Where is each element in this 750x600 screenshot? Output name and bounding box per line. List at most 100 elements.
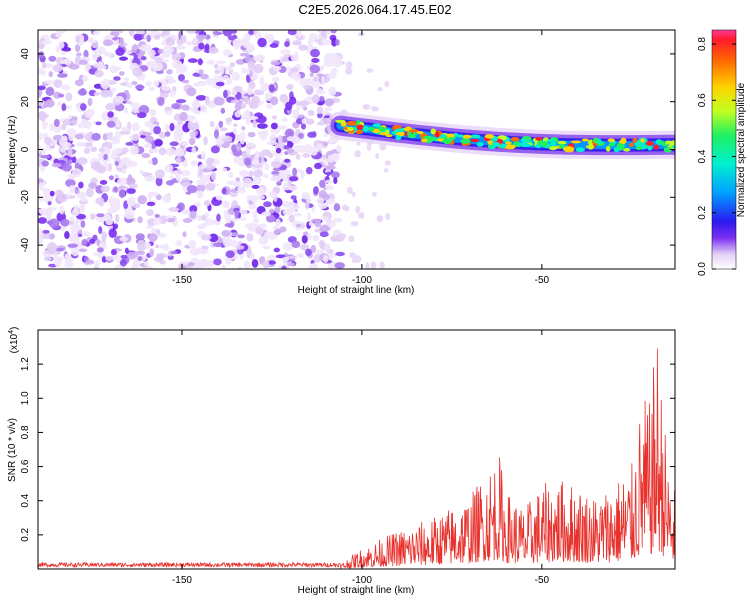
noise-cell xyxy=(298,80,309,86)
noise-cell xyxy=(254,150,260,159)
noise-cell xyxy=(60,135,68,141)
noise-cell xyxy=(297,30,302,39)
noise-cell xyxy=(205,39,211,45)
signal-cell xyxy=(347,126,354,132)
signal-cell xyxy=(469,134,481,139)
noise-cell xyxy=(180,141,189,147)
noise-cell xyxy=(293,212,302,217)
noise-cell xyxy=(38,67,43,75)
noise-cell xyxy=(295,154,301,160)
noise-cell xyxy=(300,123,307,130)
noise-cell xyxy=(155,194,162,201)
noise-cell xyxy=(291,202,300,211)
noise-cell xyxy=(152,148,159,154)
colorbar-tick-label: 0.6 xyxy=(697,93,708,107)
noise-cell xyxy=(255,194,265,200)
noise-cell xyxy=(213,96,225,106)
noise-cell xyxy=(107,51,113,58)
noise-cell xyxy=(93,251,103,257)
signal-cell xyxy=(557,140,567,145)
signal-cell xyxy=(377,126,387,131)
noise-cell xyxy=(332,217,343,223)
noise-cell xyxy=(170,170,178,175)
noise-cell xyxy=(84,62,91,72)
bottom-y-tick-label: 1.2 xyxy=(20,357,31,371)
bottom-y-axis-label: SNR (10 * v/v) xyxy=(7,418,18,482)
noise-cell xyxy=(231,30,237,34)
noise-cell xyxy=(58,41,65,49)
noise-cell xyxy=(270,60,281,66)
noise-cell xyxy=(197,58,203,66)
noise-cell xyxy=(223,89,228,99)
noise-cell xyxy=(170,250,178,255)
noise-cell xyxy=(229,62,236,68)
noise-cell xyxy=(182,261,189,266)
noise-cell xyxy=(91,132,101,141)
noise-cell xyxy=(281,265,287,269)
noise-cell xyxy=(260,85,269,92)
noise-cell xyxy=(76,52,82,57)
noise-cell xyxy=(237,266,243,269)
noise-cell xyxy=(105,256,114,261)
signal-cell xyxy=(629,142,634,147)
noise-cell xyxy=(256,115,267,124)
noise-cell xyxy=(138,104,150,115)
noise-cell xyxy=(262,259,270,269)
noise-cell xyxy=(38,233,42,238)
noise-cell xyxy=(165,36,175,47)
noise-cell xyxy=(266,102,273,110)
noise-cell xyxy=(171,52,182,62)
noise-cell xyxy=(353,255,362,264)
noise-cell xyxy=(76,213,86,220)
noise-cell xyxy=(318,239,326,248)
noise-cell xyxy=(177,119,183,126)
noise-cell xyxy=(134,250,146,255)
noise-cell xyxy=(209,121,215,128)
noise-cell xyxy=(246,195,255,201)
noise-cell xyxy=(288,185,298,192)
noise-cell xyxy=(241,67,247,74)
noise-cell xyxy=(48,218,60,228)
noise-cell xyxy=(243,109,251,120)
noise-cell xyxy=(310,48,320,58)
noise-cell xyxy=(342,204,348,211)
noise-cell xyxy=(153,126,161,135)
noise-cell xyxy=(204,43,210,52)
noise-cell xyxy=(153,80,160,87)
noise-cell xyxy=(251,176,262,186)
noise-cell xyxy=(144,261,149,267)
noise-cell xyxy=(248,30,254,36)
noise-cell xyxy=(203,136,208,146)
signal-cell xyxy=(362,126,369,132)
noise-cell xyxy=(57,73,68,78)
noise-cell xyxy=(162,216,168,223)
noise-cell xyxy=(268,191,278,198)
noise-cell xyxy=(110,153,117,160)
noise-cell xyxy=(60,123,67,131)
signal-cell xyxy=(356,124,364,130)
noise-cell xyxy=(117,177,128,186)
noise-cell xyxy=(96,61,104,70)
noise-cell xyxy=(383,168,389,173)
top-x-tick-label: -100 xyxy=(352,275,372,286)
noise-cell xyxy=(129,145,140,156)
noise-cell xyxy=(95,121,102,126)
noise-cell xyxy=(157,96,165,107)
noise-cell xyxy=(288,176,299,182)
noise-cell xyxy=(135,49,141,54)
noise-cell xyxy=(81,239,88,247)
noise-cell xyxy=(38,217,47,224)
noise-cell xyxy=(122,147,129,154)
noise-cell xyxy=(179,111,188,122)
noise-cell xyxy=(307,131,317,138)
noise-cell xyxy=(42,229,50,234)
noise-cell xyxy=(260,153,265,163)
noise-cell xyxy=(271,76,280,83)
noise-cell xyxy=(354,150,361,158)
noise-cell xyxy=(151,157,158,166)
noise-cell xyxy=(295,100,300,107)
noise-cell xyxy=(256,123,268,129)
noise-cell xyxy=(272,65,282,71)
noise-cell xyxy=(200,73,209,80)
noise-cell xyxy=(305,166,313,175)
